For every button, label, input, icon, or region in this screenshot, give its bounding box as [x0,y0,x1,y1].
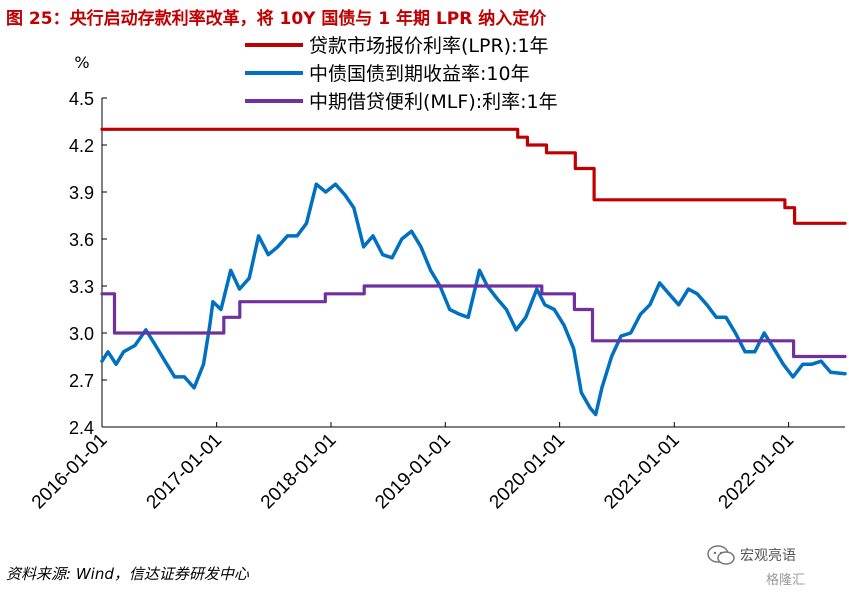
y-tick-label: 3.0 [69,324,94,344]
x-tick-label: 2022-01-01 [715,430,799,514]
wechat-icon [707,545,735,565]
x-tick-label: 2021-01-01 [600,430,684,514]
figure-title: 图 25：央行启动存款利率改革，将 10Y 国债与 1 年期 LPR 纳入定价 [6,9,547,29]
legend-label: 中债国债到期收益率:10年 [309,63,530,85]
chart-legend: 贷款市场报价利率(LPR):1年中债国债到期收益率:10年中期借贷便利(MLF)… [245,35,558,113]
watermark: 宏观亮语 格隆汇 [706,543,846,591]
y-tick-label: 4.2 [69,136,94,156]
legend-label: 中期借贷便利(MLF):利率:1年 [309,91,558,113]
chart-series [100,127,847,417]
x-tick-label: 2020-01-01 [486,430,570,514]
series-line [100,284,847,359]
legend-label: 贷款市场报价利率(LPR):1年 [309,35,549,57]
x-tick-label: 2017-01-01 [143,430,227,514]
watermark-brand: 格隆汇 [766,573,806,588]
x-tick-label: 2018-01-01 [257,430,341,514]
y-tick-label: 4.5 [69,89,94,109]
source-note: 资料来源: Wind，信达证券研发中心 [6,565,249,583]
y-tick-label: 3.3 [69,277,94,297]
y-axis-unit-label: % [74,53,89,72]
series-line [100,127,847,225]
y-tick-label: 2.4 [69,418,94,438]
y-tick-label: 3.6 [69,230,94,250]
watermark-name: 宏观亮语 [740,548,796,564]
x-tick-label: 2019-01-01 [371,430,455,514]
y-tick-label: 3.9 [69,183,94,203]
y-tick-label: 2.7 [69,371,94,391]
x-tick-label: 2016-01-01 [28,430,112,514]
series-line [100,182,847,417]
